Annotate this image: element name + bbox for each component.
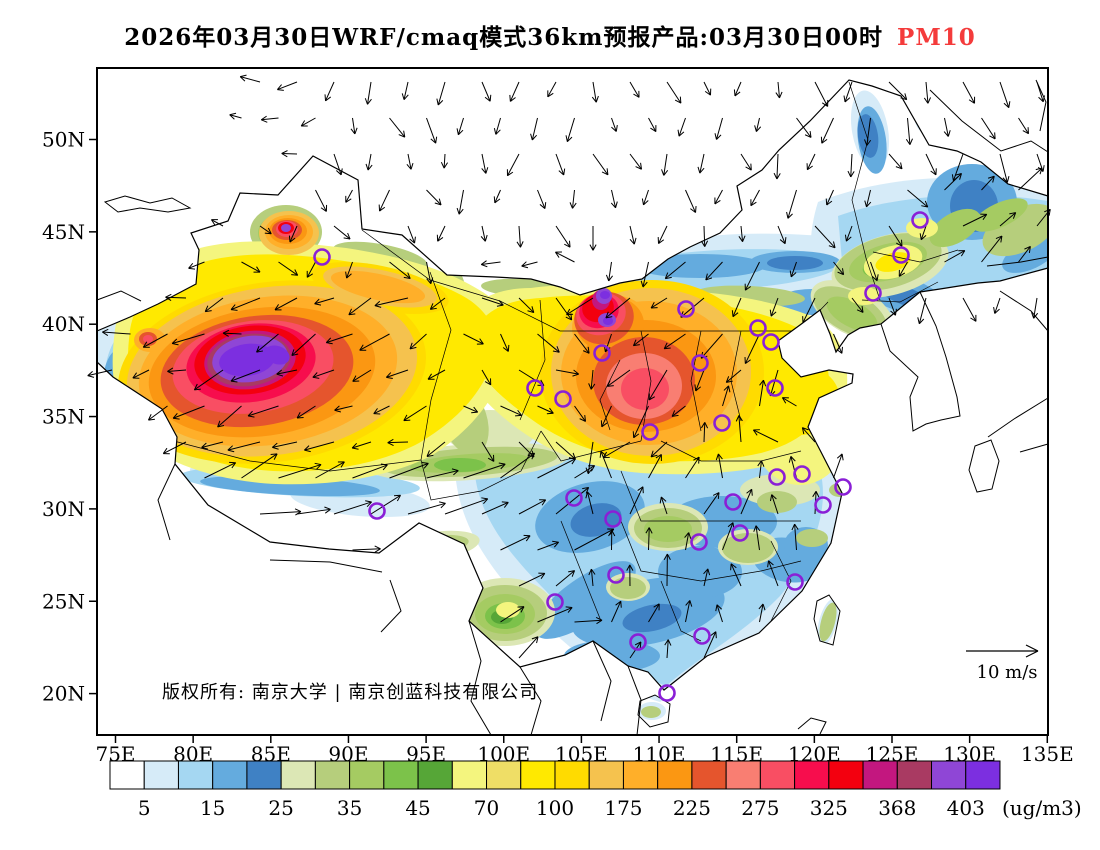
station-markers	[313, 211, 929, 702]
wind-scale-arrow	[966, 644, 1039, 658]
station-marker	[691, 354, 709, 372]
colorbar-cell	[383, 760, 419, 790]
lon-tick-label: 135E	[1021, 742, 1074, 766]
station-marker	[814, 496, 832, 514]
page-title: 2026年03月30日WRF/cmaq模式36km预报产品:03月30日00时 P…	[0, 18, 1100, 52]
colorbar-label: 15	[200, 796, 225, 820]
lat-tick-label: 30N	[42, 497, 85, 521]
colorbar-cell	[622, 760, 659, 790]
colorbar-label: 175	[604, 796, 642, 820]
station-marker	[690, 533, 708, 551]
colorbar-label: 100	[536, 796, 574, 820]
lat-tick-label: 40N	[42, 312, 85, 336]
station-marker	[731, 524, 749, 542]
coastlines	[96, 79, 1049, 736]
station-marker	[593, 344, 611, 362]
wind-vectors	[87, 74, 1051, 659]
station-marker	[786, 573, 804, 591]
colorbar-cell	[212, 760, 248, 790]
colorbar-label: 70	[474, 796, 499, 820]
colorbar-cell	[349, 760, 385, 790]
colorbar-label: 403	[947, 796, 985, 820]
station-marker	[554, 390, 572, 408]
colorbar-cell	[520, 760, 556, 790]
colorbar-cell	[246, 760, 282, 790]
station-marker	[768, 468, 786, 486]
chart-title-main: 2026年03月30日WRF/cmaq模式36km预报产品:03月30日00时	[124, 24, 884, 51]
colorbar-cell	[965, 760, 1001, 790]
colorbar-label: 5	[138, 796, 151, 820]
lat-tick-label: 50N	[42, 128, 85, 152]
station-marker	[641, 423, 659, 441]
colorbar-cell	[417, 760, 453, 790]
station-marker	[793, 465, 811, 483]
colorbar-label: 325	[810, 796, 848, 820]
station-marker	[658, 684, 676, 702]
station-marker	[766, 379, 784, 397]
colorbar-label: 368	[878, 796, 916, 820]
station-marker	[864, 284, 882, 302]
station-marker	[892, 246, 910, 264]
colorbar-cell	[280, 760, 316, 790]
station-marker	[607, 566, 625, 584]
colorbar-label: 35	[337, 796, 362, 820]
colorbar-unit: (ug/m3)	[1002, 796, 1082, 820]
station-marker	[604, 510, 622, 528]
colorbar-cell	[931, 760, 967, 790]
station-marker	[313, 248, 331, 266]
station-marker	[677, 300, 695, 318]
contour-fills	[97, 90, 1048, 720]
station-marker	[834, 478, 852, 496]
colorbar-cell	[896, 760, 933, 790]
station-marker	[762, 333, 780, 351]
colorbar-cell	[725, 760, 761, 790]
colorbar-cell	[862, 760, 898, 790]
station-marker	[565, 489, 583, 507]
colorbar-cell	[486, 760, 522, 790]
lat-tick-label: 45N	[42, 220, 85, 244]
colorbar-cell	[588, 760, 624, 790]
colorbar-label: 25	[268, 796, 293, 820]
station-marker	[526, 379, 544, 397]
province-boundaries	[169, 81, 959, 642]
colorbar-cell	[451, 760, 488, 790]
colorbar-cell	[828, 760, 864, 790]
colorbar-cell	[314, 760, 351, 790]
colorbar-label: 275	[741, 796, 779, 820]
chart-title-pollutant: PM10	[897, 24, 976, 51]
copyright-text: 版权所有: 南京大学 | 南京创蓝科技有限公司	[162, 682, 539, 703]
colorbar-cell	[657, 760, 693, 790]
station-marker	[724, 493, 742, 511]
lat-tick-label: 35N	[42, 405, 85, 429]
station-marker	[713, 414, 731, 432]
colorbar-cell	[554, 760, 590, 790]
colorbar-cell	[691, 760, 727, 790]
colorbar-cell	[794, 760, 830, 790]
lat-tick-label: 25N	[42, 589, 85, 613]
colorbar-cell	[109, 760, 145, 790]
colorbar: 5 15 25 35 45 70 100 175 225 275 325 368 403 (ug/m3)	[109, 760, 1082, 820]
colorbar-cell	[759, 760, 796, 790]
colorbar-cell	[177, 760, 214, 790]
colorbar-label: 225	[673, 796, 711, 820]
colorbar-label: 45	[405, 796, 430, 820]
station-marker	[368, 502, 386, 520]
lat-tick-label: 20N	[42, 682, 85, 706]
station-marker	[911, 211, 929, 229]
station-marker	[749, 319, 767, 337]
colorbar-cell	[143, 760, 179, 790]
wind-scale-label: 10 m/s	[976, 662, 1038, 683]
station-marker	[546, 593, 564, 611]
station-marker	[693, 627, 711, 645]
station-marker	[629, 633, 647, 651]
